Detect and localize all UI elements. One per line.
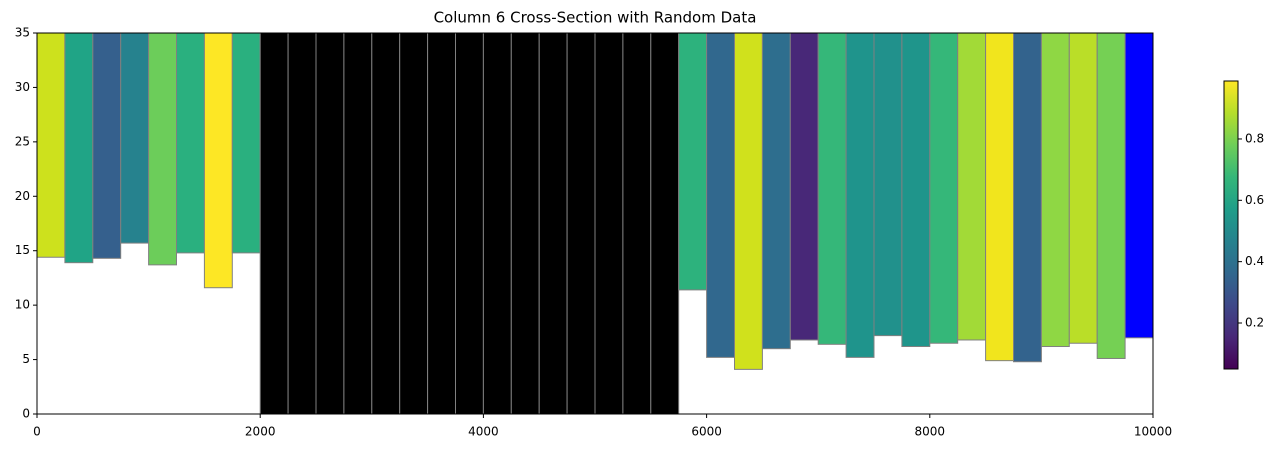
- colorbar: [1223, 80, 1239, 370]
- cell: [148, 32, 178, 266]
- x-tick-label: 0: [33, 425, 41, 439]
- cell: [343, 32, 373, 415]
- colorbar-tick-label: 0.2: [1245, 315, 1264, 329]
- y-tick-label: 0: [22, 407, 30, 421]
- cell: [1124, 32, 1154, 339]
- cell: [901, 32, 931, 348]
- x-tick-label: 10000: [1134, 425, 1172, 439]
- cell: [594, 32, 624, 415]
- cell: [455, 32, 484, 415]
- cell: [566, 32, 596, 415]
- cell: [510, 32, 540, 415]
- cell: [427, 32, 457, 415]
- cell: [1013, 32, 1042, 363]
- cell: [845, 32, 875, 358]
- cell: [538, 32, 568, 415]
- cell: [371, 32, 401, 415]
- x-tick-label: 6000: [691, 425, 722, 439]
- cell: [873, 32, 903, 337]
- cell: [176, 32, 205, 254]
- cell: [1040, 32, 1070, 348]
- cell: [120, 32, 150, 244]
- colorbar-tick-label: 0.8: [1245, 131, 1264, 145]
- cell: [203, 32, 233, 289]
- cell: [957, 32, 987, 341]
- cell: [985, 32, 1014, 362]
- chart-title: Column 6 Cross-Section with Random Data: [434, 9, 757, 27]
- y-tick-label: 20: [15, 189, 30, 203]
- x-tick-label: 2000: [245, 425, 276, 439]
- cell: [36, 32, 66, 258]
- cell: [650, 32, 680, 415]
- cell: [482, 32, 512, 415]
- cell: [1096, 32, 1126, 359]
- y-tick-label: 15: [15, 243, 30, 257]
- cell: [734, 32, 763, 370]
- x-tick-label: 8000: [915, 425, 946, 439]
- y-tick-label: 10: [15, 298, 30, 312]
- y-tick-label: 5: [22, 352, 30, 366]
- cell: [706, 32, 735, 358]
- cell: [315, 32, 345, 415]
- cell: [399, 32, 429, 415]
- x-tick-label: 4000: [468, 425, 499, 439]
- cell: [678, 32, 708, 291]
- cell: [761, 32, 791, 350]
- cell: [259, 32, 289, 415]
- cell: [929, 32, 959, 344]
- colorbar-tick-label: 0.6: [1245, 193, 1264, 207]
- colorbar-tick-label: 0.4: [1245, 254, 1264, 268]
- cell: [817, 32, 847, 345]
- y-tick-label: 25: [15, 134, 30, 148]
- cell: [287, 32, 317, 415]
- cell: [231, 32, 261, 254]
- plot-frame: [36, 32, 1154, 415]
- cell: [1068, 32, 1098, 344]
- y-tick-label: 30: [15, 80, 30, 94]
- cell: [92, 32, 122, 259]
- cell: [622, 32, 652, 415]
- cell: [789, 32, 819, 341]
- cell: [64, 32, 94, 264]
- y-tick-label: 35: [15, 26, 30, 40]
